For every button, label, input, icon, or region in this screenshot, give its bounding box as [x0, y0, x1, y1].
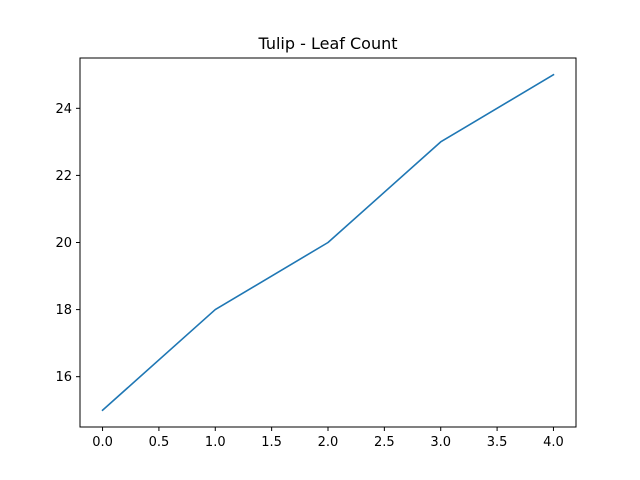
x-tick-label: 0.5	[149, 435, 170, 450]
x-tick-label: 0.0	[92, 435, 113, 450]
x-axis: 0.0 0.5 1.0 1.5 2.0 2.5 3.0 3.5 4.0	[92, 427, 564, 450]
x-tick-label: 4.0	[543, 435, 564, 450]
series-line-0	[101, 73, 555, 412]
x-tick-label: 2.5	[374, 435, 395, 450]
y-tick-label: 22	[55, 169, 72, 184]
x-tick-label: 1.5	[261, 435, 282, 450]
chart-title: Tulip - Leaf Count	[258, 34, 398, 53]
x-tick-label: 3.0	[430, 435, 451, 450]
plot-area	[101, 73, 555, 412]
y-tick-label: 20	[55, 236, 72, 251]
x-tick-label: 2.0	[318, 435, 339, 450]
y-tick-label: 18	[55, 303, 72, 318]
y-tick-label: 24	[55, 102, 72, 117]
x-tick-label: 1.0	[205, 435, 226, 450]
x-tick-label: 3.5	[487, 435, 508, 450]
y-tick-label: 16	[55, 370, 72, 385]
y-axis: 16 18 20 22 24	[55, 102, 80, 385]
